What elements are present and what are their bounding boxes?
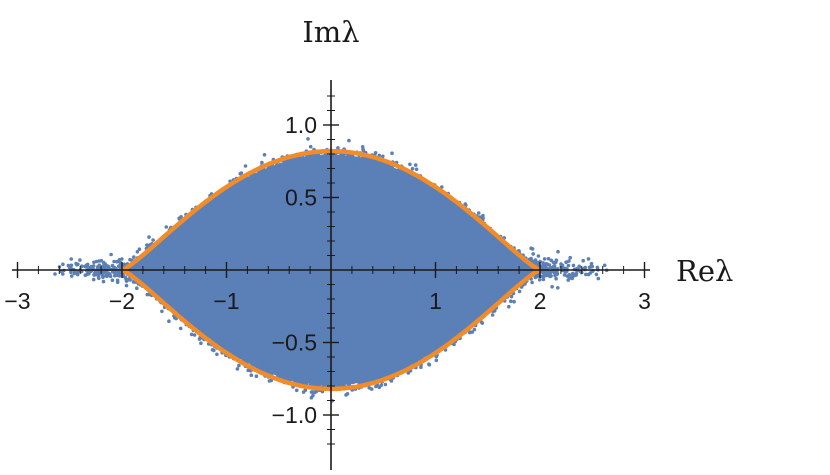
y-ticks: 1.0 0.5 −0.5 −1.0 [272,112,339,428]
x-tick-label: −1 [213,288,239,314]
y-axis-title: Imλ [302,15,359,49]
x-minor-ticks [37,266,625,274]
x-tick-label: −2 [109,288,135,314]
y-minor-ticks [327,95,335,445]
x-tick-label: −3 [4,288,30,314]
y-tick-label: −0.5 [272,330,317,356]
y-tick-label: −1.0 [272,402,317,428]
y-tick-label: 1.0 [285,112,317,138]
x-ticks: −3 −2 −1 1 2 3 [4,262,651,314]
x-tick-label: 2 [534,288,547,314]
x-tick-label: 1 [429,288,442,314]
x-tick-label: 3 [638,288,651,314]
y-tick-label: 0.5 [285,185,317,211]
x-axis-title: Reλ [676,254,733,288]
